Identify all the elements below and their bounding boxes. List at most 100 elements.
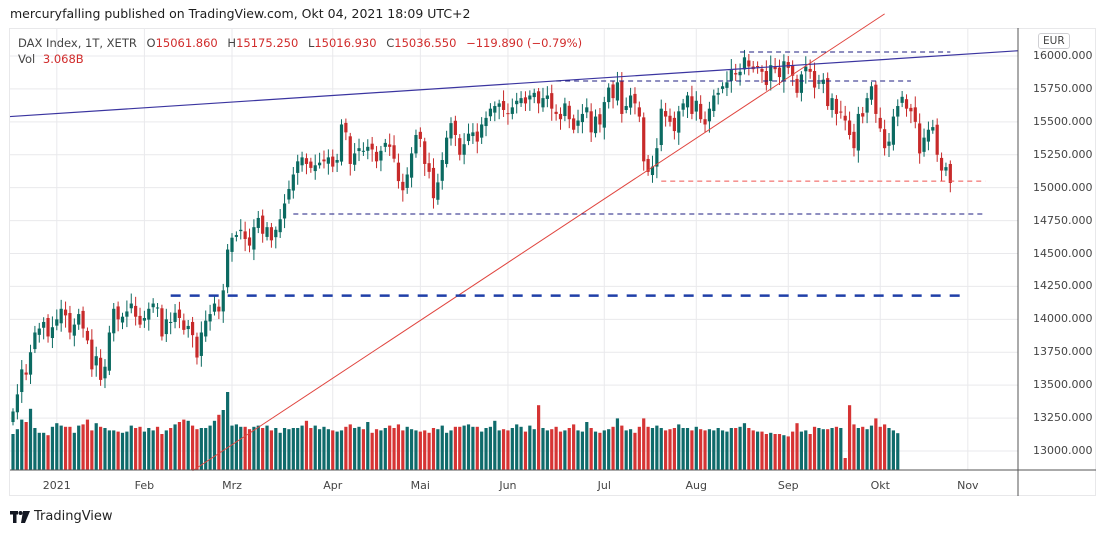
volume-bar <box>742 423 747 470</box>
candle <box>116 301 120 332</box>
candle <box>918 113 922 164</box>
candle <box>339 119 344 166</box>
candle-body <box>913 107 917 122</box>
candle-body <box>265 227 269 237</box>
candle-body <box>199 332 203 356</box>
candle-body <box>501 101 506 110</box>
volume-bar <box>186 420 190 470</box>
volume-bar <box>261 428 265 470</box>
candle-body <box>388 144 392 147</box>
candle <box>112 303 116 342</box>
volume-bar <box>182 419 186 470</box>
candle-body <box>931 127 935 131</box>
high-value: 15175.250 <box>236 36 299 50</box>
candle-body <box>15 394 19 413</box>
low-label: L <box>307 36 315 50</box>
legend-symbol[interactable]: DAX Index, 1T, XETR <box>18 36 137 50</box>
close-value: 15036.550 <box>394 36 457 50</box>
legend-volume-row: Vol 3.068B <box>18 51 582 67</box>
candle-body <box>42 321 46 328</box>
candle <box>142 310 146 328</box>
candle-body <box>20 369 24 393</box>
volume-bar <box>234 424 238 470</box>
currency-badge[interactable]: EUR <box>1038 33 1070 49</box>
candle-body <box>208 314 212 322</box>
volume-bar <box>331 430 335 470</box>
candle-body <box>186 325 190 330</box>
volume-bar <box>580 431 584 470</box>
candle-body <box>764 71 768 85</box>
candle <box>948 160 952 193</box>
candle <box>134 296 138 326</box>
candle <box>160 304 164 341</box>
candle-body <box>655 148 659 167</box>
volume-bar <box>642 418 646 470</box>
candle-body <box>247 237 252 246</box>
candle-body <box>296 161 300 173</box>
volume-bar <box>887 428 891 470</box>
candle <box>453 115 457 147</box>
candle-body <box>791 65 795 76</box>
candle <box>366 139 370 160</box>
volume-bar <box>821 429 825 470</box>
open-label: O <box>146 36 156 50</box>
candle <box>77 308 81 330</box>
volume-bar <box>199 428 203 470</box>
volume-bar <box>313 425 317 470</box>
candle-body <box>72 324 76 336</box>
candle-body <box>782 61 786 82</box>
candle-body <box>46 318 50 337</box>
volume-bar <box>396 424 401 470</box>
candle <box>344 118 348 141</box>
candle-body <box>291 174 295 191</box>
candle <box>282 194 287 229</box>
candle-body <box>558 113 563 120</box>
volume-bar <box>519 426 523 470</box>
candle <box>239 219 243 240</box>
time-tick-label: Okt <box>870 479 890 492</box>
candle <box>839 100 843 119</box>
volume-bar <box>677 424 681 470</box>
candle <box>707 101 712 133</box>
candle <box>440 152 444 190</box>
volume-bar <box>458 426 462 470</box>
candle-body <box>891 116 895 145</box>
candle <box>335 153 339 172</box>
candle-body <box>602 102 606 128</box>
candle-body <box>274 229 278 238</box>
candle <box>125 300 129 328</box>
candle-body <box>918 123 922 154</box>
candle-body <box>795 78 799 93</box>
candle <box>913 96 917 129</box>
candle <box>103 359 107 389</box>
candle-body <box>944 167 948 171</box>
volume-bar <box>256 425 260 470</box>
candle <box>155 303 160 317</box>
candle-body <box>769 65 773 82</box>
candle <box>904 94 909 117</box>
candle-body <box>160 308 164 337</box>
volume-bar <box>287 429 291 470</box>
candles <box>11 49 952 426</box>
candle <box>931 119 935 134</box>
candle <box>256 210 260 234</box>
candle-body <box>699 103 703 120</box>
price-tick-label: 14500.000 <box>1033 246 1093 260</box>
candle <box>869 81 874 105</box>
candle-body <box>637 107 641 117</box>
candle <box>664 102 668 127</box>
candle-body <box>401 181 405 191</box>
volume-bar <box>339 430 344 470</box>
candle-body <box>234 235 238 237</box>
candle-body <box>773 66 777 70</box>
volume-bar <box>817 428 821 470</box>
volume-bar <box>852 424 856 470</box>
candle <box>147 302 151 331</box>
candle-body <box>672 117 676 132</box>
candle <box>107 325 111 376</box>
candle <box>699 95 703 123</box>
candle <box>436 173 440 205</box>
candle <box>712 89 716 117</box>
brand[interactable]: TradingView <box>10 509 113 524</box>
